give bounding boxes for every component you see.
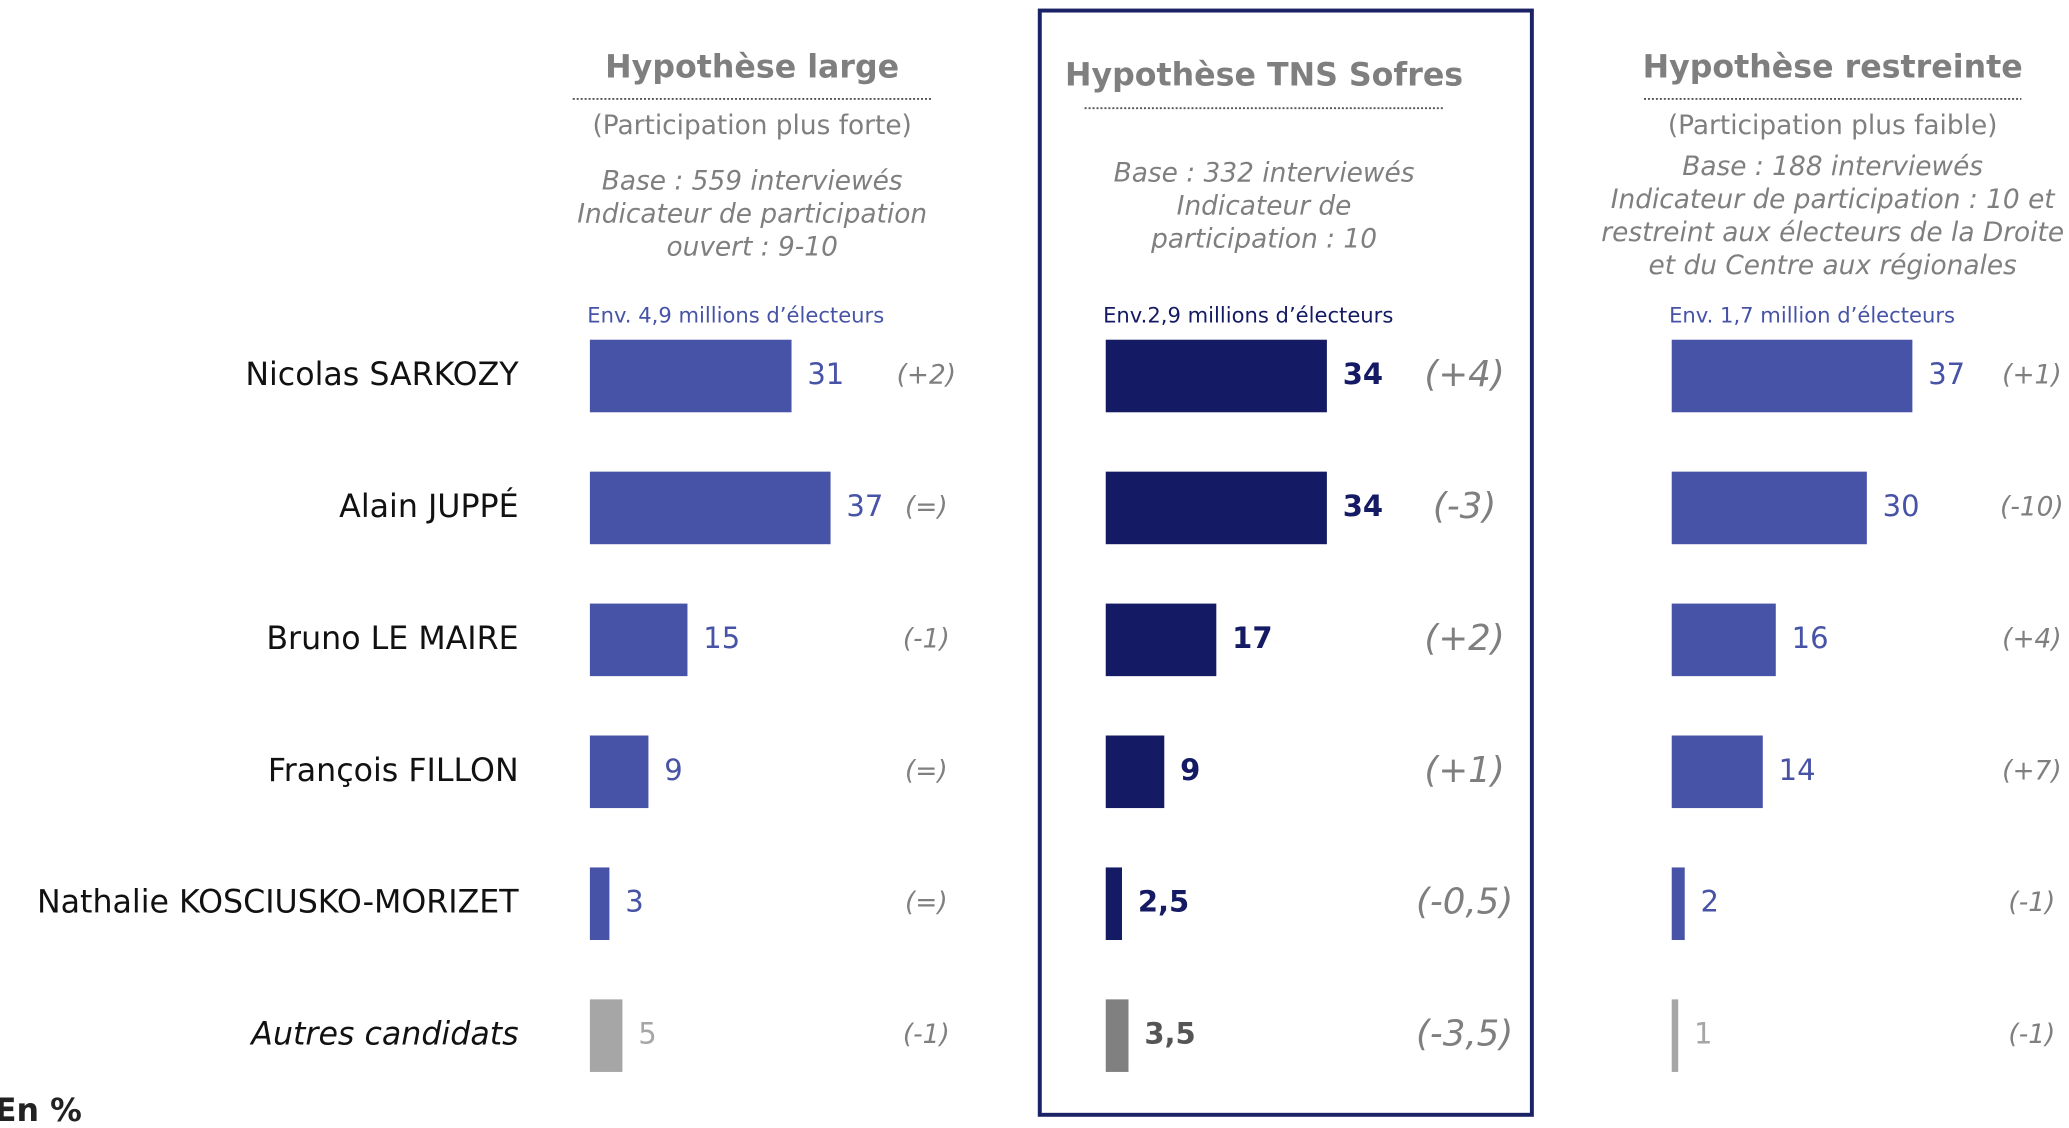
value-label: 3 <box>625 885 643 919</box>
category-label: Alain JUPPÉ <box>339 487 518 525</box>
base-text: Indicateur de participation <box>577 200 927 230</box>
highlight-frame <box>1037 8 1534 1117</box>
value-label: 3,5 <box>1144 1017 1195 1051</box>
bar <box>1671 735 1763 809</box>
unit-note: En % <box>0 1093 82 1128</box>
value-label: 14 <box>1779 753 1816 787</box>
base-text: Indicateur de participation : 10 et <box>1611 185 2057 215</box>
bar <box>1105 867 1123 940</box>
change-label: (-1) <box>2008 888 2055 918</box>
panel-title: Hypothèse large <box>605 50 899 86</box>
bar <box>589 735 649 809</box>
base-text: restreint aux électeurs de la Droite <box>1601 218 2064 248</box>
value-label: 15 <box>703 621 740 655</box>
panel-title: Hypothèse TNS Sofres <box>1065 58 1463 94</box>
bar <box>1671 603 1776 677</box>
change-label: (-1) <box>903 1020 950 1050</box>
bar <box>1105 339 1327 413</box>
base-text: participation : 10 <box>1150 225 1377 255</box>
base-text: Indicateur de <box>1177 192 1352 222</box>
change-label: (+4) <box>1424 354 1504 395</box>
category-label: Nathalie KOSCIUSKO-MORIZET <box>37 885 519 921</box>
change-label: (+2) <box>1424 618 1504 659</box>
change-label: (+2) <box>897 361 956 391</box>
value-label: 9 <box>1180 753 1200 787</box>
change-label: (=) <box>905 888 948 918</box>
change-label: (+4) <box>2002 624 2061 654</box>
value-label: 2,5 <box>1138 885 1189 919</box>
category-label: Bruno LE MAIRE <box>266 621 518 657</box>
change-label: (-0,5) <box>1416 882 1513 923</box>
bar <box>1105 999 1129 1072</box>
bar <box>1671 471 1867 545</box>
change-label: (=) <box>905 756 948 786</box>
value-label: 1 <box>1694 1017 1712 1051</box>
change-label: (+1) <box>2002 361 2061 391</box>
change-label: (-1) <box>903 624 950 654</box>
panel-subtitle: (Participation plus forte) <box>592 111 911 141</box>
bar <box>1671 867 1685 940</box>
bar <box>1105 603 1217 677</box>
base-text: Base : 332 interviewés <box>1114 159 1415 189</box>
change-label: (+7) <box>2002 756 2061 786</box>
value-label: 34 <box>1343 489 1383 523</box>
value-label: 37 <box>1928 357 1965 391</box>
value-label: 17 <box>1232 621 1272 655</box>
base-text: Base : 188 interviewés <box>1682 152 1983 182</box>
electors-label: Env. 4,9 millions d’électeurs <box>587 303 884 328</box>
category-label: Nicolas SARKOZY <box>245 357 519 393</box>
value-label: 9 <box>664 753 682 787</box>
bar <box>589 471 831 545</box>
base-text: ouvert : 9-10 <box>666 233 837 263</box>
value-label: 30 <box>1883 489 1920 523</box>
value-label: 37 <box>846 489 883 523</box>
value-label: 31 <box>807 357 844 391</box>
category-label: François FILLON <box>268 753 519 789</box>
bar <box>589 339 792 413</box>
base-text: et du Centre aux régionales <box>1649 251 2018 281</box>
electors-label: Env.2,9 millions d’électeurs <box>1103 303 1393 328</box>
value-label: 5 <box>638 1017 656 1051</box>
change-label: (-3,5) <box>1416 1014 1513 1055</box>
panel-subtitle: (Participation plus faible) <box>1668 111 1998 141</box>
category-label: Autres candidats <box>249 1017 518 1053</box>
value-label: 16 <box>1792 621 1829 655</box>
change-label: (+1) <box>1424 750 1504 791</box>
value-label: 2 <box>1701 885 1719 919</box>
value-label: 34 <box>1343 357 1383 391</box>
change-label: (-1) <box>2008 1020 2055 1050</box>
electors-label: Env. 1,7 million d’électeurs <box>1669 303 1955 328</box>
bar <box>589 603 688 677</box>
bar <box>589 999 623 1072</box>
panel-title: Hypothèse restreinte <box>1643 50 2023 86</box>
change-label: (-3) <box>1433 486 1496 527</box>
base-text: Base : 559 interviewés <box>602 167 903 197</box>
bar <box>1671 339 1913 413</box>
bar <box>589 867 610 940</box>
bar <box>1105 735 1165 809</box>
change-label: (-10) <box>2000 492 2064 522</box>
bar <box>1105 471 1327 545</box>
bar <box>1671 999 1679 1072</box>
change-label: (=) <box>905 492 948 522</box>
